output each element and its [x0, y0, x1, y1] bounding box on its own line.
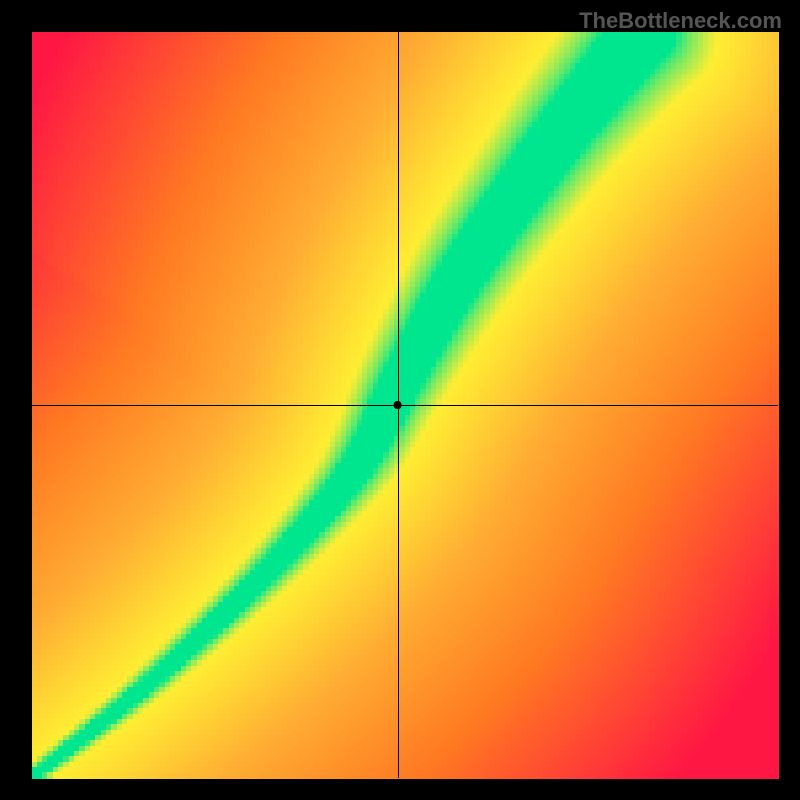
watermark-text: TheBottleneck.com — [579, 8, 782, 34]
bottleneck-heatmap — [0, 0, 800, 800]
